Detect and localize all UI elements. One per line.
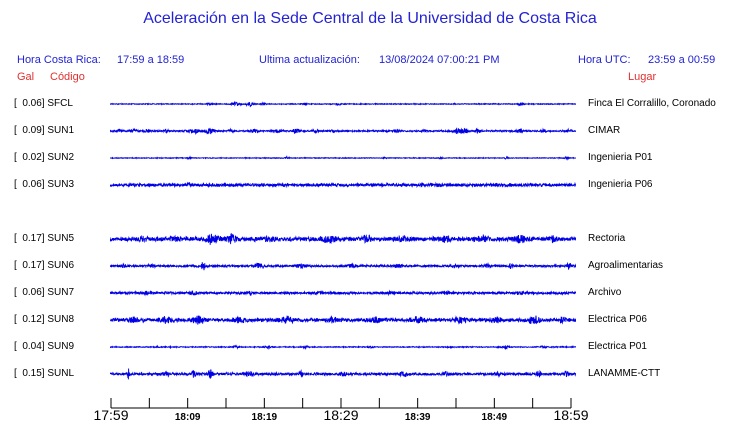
last-update-label: Ultima actualización: (259, 54, 360, 66)
local-time-value: 17:59 a 18:59 (117, 54, 185, 66)
column-header-codigo: Código (50, 71, 85, 83)
trace-waveform (110, 368, 576, 380)
station-place: Electrica P06 (588, 314, 647, 325)
svg-text:18:29: 18:29 (323, 407, 358, 423)
time-axis: 17:59 18:09 18:19 18:29 18:39 18:49 18:59 (93, 398, 589, 423)
station-gal-code: [ 0.15] SUNL (14, 368, 75, 379)
trace-waveform (110, 289, 576, 297)
trace-waveform (110, 232, 576, 245)
station-place: Archivo (588, 287, 622, 298)
column-header-lugar: Lugar (628, 71, 657, 83)
station-place: Ingenieria P06 (588, 179, 653, 190)
station-gal-code: [ 0.02] SUN2 (14, 152, 75, 163)
trace-waveform (110, 261, 576, 271)
last-update-value: 13/08/2024 07:00:21 PM (379, 54, 500, 66)
svg-text:17:59: 17:59 (93, 407, 128, 423)
trace-waveform (110, 315, 576, 325)
station-gal-code: [ 0.04] SUN9 (14, 341, 75, 352)
station-place: Finca El Corralillo, Coronado (588, 98, 716, 109)
station-gal-code: [ 0.06] SUN3 (14, 179, 75, 190)
station-place: CIMAR (588, 125, 621, 136)
station-gal-code: [ 0.06] SUN7 (14, 287, 75, 298)
station-gal-code: [ 0.09] SUN1 (14, 125, 75, 136)
page-title: Aceleración en la Sede Central de la Uni… (143, 10, 597, 27)
trace-waveform (110, 181, 576, 189)
station-place: Ingenieria P01 (588, 152, 653, 163)
svg-text:18:39: 18:39 (405, 412, 431, 423)
station-place: Rectoria (588, 233, 626, 244)
svg-text:18:19: 18:19 (252, 412, 278, 423)
local-time-label: Hora Costa Rica: (17, 54, 101, 66)
svg-text:18:59: 18:59 (553, 407, 588, 423)
svg-text:18:49: 18:49 (482, 412, 508, 423)
svg-text:18:09: 18:09 (175, 412, 201, 423)
column-header-gal: Gal (17, 71, 35, 83)
trace-waveform (110, 344, 576, 351)
station-gal-code: [ 0.17] SUN5 (14, 233, 75, 244)
trace-waveform (110, 155, 576, 161)
utc-time-value: 23:59 a 00:59 (648, 54, 716, 66)
trace-waveform (110, 100, 576, 108)
trace-waveform (110, 127, 576, 136)
station-gal-code: [ 0.12] SUN8 (14, 314, 75, 325)
utc-time-label: Hora UTC: (578, 54, 631, 66)
station-gal-code: [ 0.17] SUN6 (14, 260, 75, 271)
station-gal-code: [ 0.06] SFCL (14, 98, 73, 109)
station-place: Agroalimentarias (588, 260, 664, 271)
station-place: Electrica P01 (588, 341, 647, 352)
station-place: LANAMME-CTT (588, 368, 661, 379)
